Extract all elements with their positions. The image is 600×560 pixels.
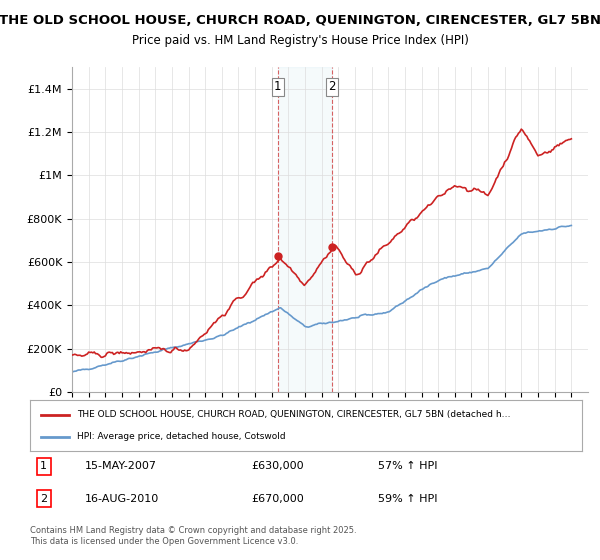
Text: £670,000: £670,000 xyxy=(251,494,304,503)
Text: Contains HM Land Registry data © Crown copyright and database right 2025.
This d: Contains HM Land Registry data © Crown c… xyxy=(30,526,356,546)
Text: 2: 2 xyxy=(40,494,47,503)
Text: 16-AUG-2010: 16-AUG-2010 xyxy=(85,494,160,503)
Text: 15-MAY-2007: 15-MAY-2007 xyxy=(85,461,157,472)
Text: 1: 1 xyxy=(40,461,47,472)
Text: Price paid vs. HM Land Registry's House Price Index (HPI): Price paid vs. HM Land Registry's House … xyxy=(131,34,469,46)
Bar xyxy=(278,67,332,392)
Text: HPI: Average price, detached house, Cotswold: HPI: Average price, detached house, Cots… xyxy=(77,432,286,441)
Text: 57% ↑ HPI: 57% ↑ HPI xyxy=(378,461,437,472)
Text: 1: 1 xyxy=(274,80,281,93)
Text: £630,000: £630,000 xyxy=(251,461,304,472)
Text: THE OLD SCHOOL HOUSE, CHURCH ROAD, QUENINGTON, CIRENCESTER, GL7 5BN: THE OLD SCHOOL HOUSE, CHURCH ROAD, QUENI… xyxy=(0,14,600,27)
Text: 2: 2 xyxy=(328,80,336,93)
Text: 59% ↑ HPI: 59% ↑ HPI xyxy=(378,494,437,503)
Text: THE OLD SCHOOL HOUSE, CHURCH ROAD, QUENINGTON, CIRENCESTER, GL7 5BN (detached h…: THE OLD SCHOOL HOUSE, CHURCH ROAD, QUENI… xyxy=(77,410,511,419)
